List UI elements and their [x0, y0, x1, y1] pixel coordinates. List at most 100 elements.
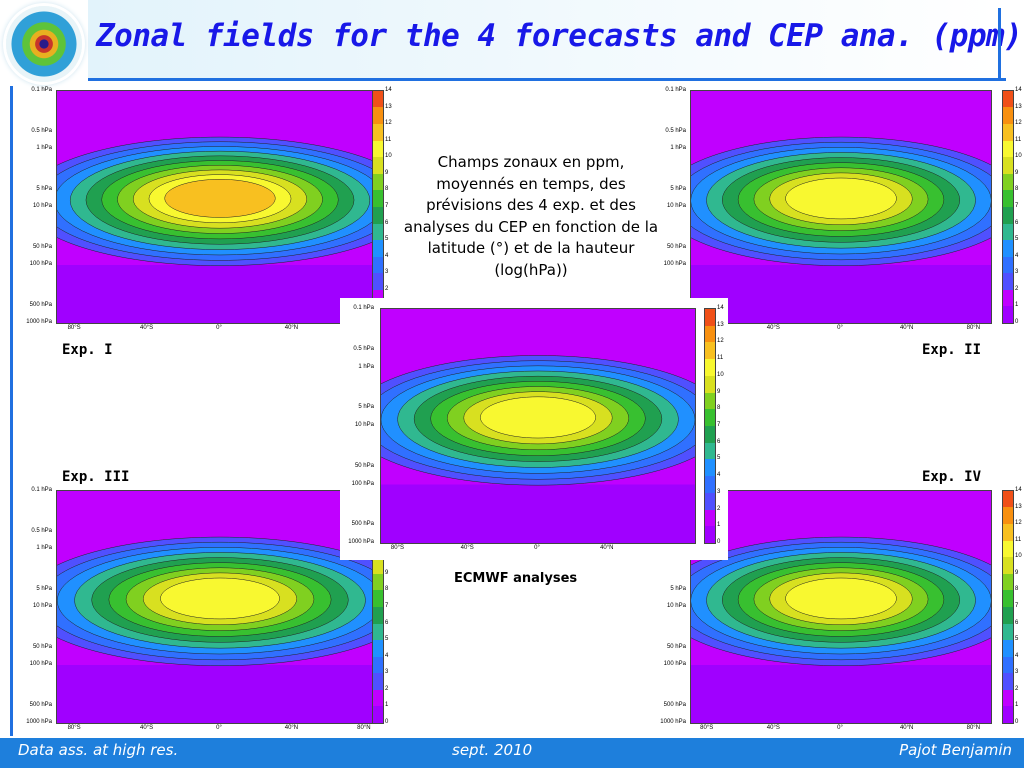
- colorbar-tick-label: 0: [1015, 319, 1019, 325]
- colorbar-tick-label: 8: [1015, 586, 1019, 593]
- x-tick-label: 40°N: [284, 725, 299, 731]
- y-tick-label: 0.1 hPa: [31, 87, 52, 93]
- y-tick-label: 5 hPa: [36, 585, 52, 592]
- colorbar-swatch: [373, 124, 383, 141]
- colorbar-tick-label: 12: [385, 120, 392, 127]
- x-tick-label: 80°N: [966, 725, 981, 731]
- colorbar-swatch: [705, 409, 715, 426]
- colorbar-tick-label: 4: [385, 652, 389, 659]
- colorbar-swatch: [1003, 640, 1013, 657]
- colorbar-swatch: [1003, 289, 1013, 307]
- y-tick-label: 100 hPa: [663, 661, 686, 667]
- colorbar-tick-label: 4: [385, 252, 389, 259]
- y-tick-label: 5 hPa: [670, 585, 686, 592]
- colorbar-swatch: [373, 557, 383, 574]
- colorbar-tick-label: 3: [1015, 669, 1019, 676]
- colorbar-tick-label: 2: [385, 685, 389, 692]
- colorbar-tick-label: 10: [717, 371, 724, 378]
- colorbar-swatch: [1003, 206, 1013, 224]
- x-tick-label: 0°: [837, 725, 843, 731]
- x-tick-label: 80°S: [67, 325, 81, 331]
- colorbar-swatch: [705, 392, 715, 410]
- x-tick-label: 40°N: [600, 545, 614, 551]
- colorbar-swatch: [1003, 623, 1013, 641]
- label-exp4: Exp. IV: [922, 469, 982, 485]
- colorbar-swatch: [1003, 524, 1013, 541]
- colorbar-swatch: [1003, 490, 1013, 508]
- slide-title: Zonal fields for the 4 forecasts and CEP…: [96, 18, 1023, 54]
- colorbar-swatch: [705, 375, 715, 393]
- colorbar-tick-label: 1: [385, 702, 389, 709]
- header-vertical-rule: [998, 8, 1001, 80]
- y-tick-label: 10 hPa: [666, 603, 686, 609]
- x-tick-label: 80°S: [390, 545, 404, 551]
- left-accent-bar: [10, 86, 13, 736]
- colorbar-swatch: [1003, 273, 1013, 290]
- x-tick-label: 80°S: [700, 725, 714, 731]
- colorbar-tick-label: 5: [1015, 236, 1019, 243]
- colorbar-swatch: [1003, 507, 1013, 525]
- x-tick-label: 0°: [216, 725, 222, 731]
- colorbar-swatch: [373, 273, 383, 290]
- colorbar-swatch: [1003, 673, 1013, 690]
- panel-exp2: 0.1 hPa 0.5 hPa 1 hPa 5 hPa 10 hPa 50 hPa 100 …: [652, 87, 1024, 338]
- y-tick-label: 5 hPa: [358, 404, 374, 411]
- colorbar-swatch: [1003, 706, 1013, 723]
- y-tick-label: 0.5 hPa: [353, 345, 374, 352]
- colorbar-tick-label: 11: [1015, 536, 1022, 543]
- x-tick-label: 40°S: [766, 325, 780, 331]
- colorbar-tick-label: 3: [717, 488, 721, 495]
- colorbar-tick-label: 5: [385, 636, 389, 643]
- colorbar-tick-label: 13: [1015, 503, 1022, 510]
- y-tick-label: 10 hPa: [354, 422, 374, 428]
- colorbar-swatch: [705, 425, 715, 443]
- y-tick-label: 50 hPa: [666, 243, 686, 250]
- y-tick-label: 1000 hPa: [660, 719, 686, 725]
- colorbar-tick-label: 3: [385, 269, 389, 276]
- colorbar-tick-label: 12: [1015, 520, 1022, 527]
- colorbar-tick-label: 10: [1015, 153, 1022, 160]
- y-tick-label: 100 hPa: [29, 661, 52, 667]
- colorbar-tick-label: 2: [1015, 285, 1019, 292]
- panel-ecmwf: 0.1 hPa 0.5 hPa 1 hPa 5 hPa 10 hPa 50 hPa 100 …: [340, 298, 728, 560]
- colorbar-swatch: [705, 342, 715, 360]
- slide-footer: Data ass. at high res. sept. 2010 Pajot …: [0, 738, 1024, 768]
- colorbar-swatch: [373, 173, 383, 191]
- colorbar-swatch: [373, 206, 383, 224]
- colorbar: [1002, 90, 1014, 324]
- header-band: [88, 0, 1000, 78]
- label-exp1: Exp. I: [62, 342, 113, 358]
- colorbar-tick-label: 0: [385, 719, 389, 725]
- y-tick-label: 0.1 hPa: [665, 87, 686, 93]
- colorbar: [372, 90, 384, 324]
- colorbar-swatch: [373, 689, 383, 707]
- colorbar-tick-label: 1: [717, 522, 721, 529]
- colorbar-tick-label: 6: [1015, 619, 1019, 626]
- colorbar-swatch: [1003, 557, 1013, 574]
- x-tick-label: 40°S: [140, 725, 154, 731]
- y-tick-label: 1 hPa: [36, 545, 52, 551]
- colorbar-tick-label: 11: [385, 136, 392, 143]
- colorbar-swatch: [1003, 190, 1013, 207]
- colorbar-swatch: [373, 107, 383, 125]
- contour-svg: [57, 91, 383, 266]
- x-tick-label: 0°: [216, 325, 222, 331]
- colorbar-tick-label: 6: [717, 438, 721, 445]
- y-tick-label: 500 hPa: [29, 701, 52, 708]
- x-tick-label: 40°S: [460, 545, 474, 551]
- colorbar-swatch: [373, 656, 383, 674]
- contour-level-10: [785, 177, 897, 220]
- y-tick-label: 50 hPa: [32, 243, 52, 250]
- colorbar-swatch: [373, 623, 383, 641]
- colorbar-swatch: [1003, 590, 1013, 607]
- colorbar-swatch: [1003, 540, 1013, 558]
- colorbar-tick-label: 13: [1015, 103, 1022, 110]
- x-tick-label: 40°S: [766, 725, 780, 731]
- contour-plot: [690, 90, 992, 324]
- y-axis-labels: 0.1 hPa 0.5 hPa 1 hPa 5 hPa 10 hPa 50 hPa 100 …: [18, 487, 52, 738]
- colorbar-swatch: [1003, 140, 1013, 158]
- colorbar-swatch: [1003, 240, 1013, 257]
- colorbar-tick-label: 6: [1015, 219, 1019, 226]
- colorbar-tick-label: 2: [717, 505, 721, 512]
- x-tick-label: 80°S: [67, 725, 81, 731]
